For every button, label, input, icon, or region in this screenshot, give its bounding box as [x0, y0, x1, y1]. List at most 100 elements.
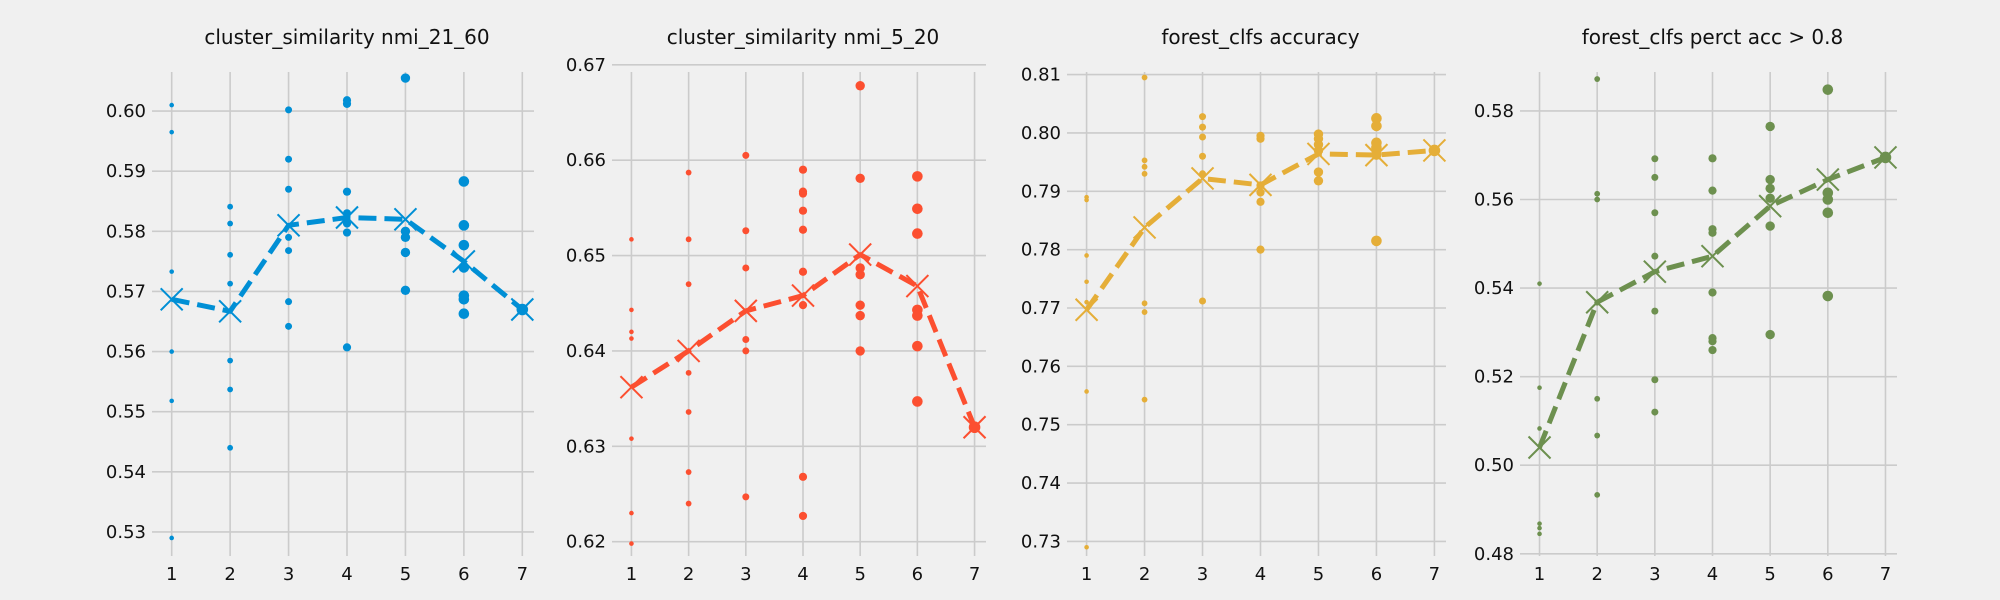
- data-point: [1084, 389, 1089, 394]
- mean-marker: [791, 283, 815, 308]
- data-point: [285, 106, 293, 114]
- data-point: [1765, 221, 1775, 231]
- data-point: [1256, 188, 1265, 197]
- data-point: [1765, 174, 1775, 185]
- data-point: [855, 173, 865, 183]
- data-point: [342, 228, 352, 237]
- x-tick-label: 2: [1591, 564, 1602, 585]
- data-point: [458, 220, 470, 231]
- y-tick-label: 0.66: [566, 150, 606, 171]
- data-point: [1084, 544, 1089, 550]
- x-tick-label: 3: [1649, 564, 1660, 585]
- mean-marker: [393, 207, 418, 232]
- mean-marker: [510, 297, 535, 322]
- data-point: [169, 535, 174, 541]
- data-point: [1765, 193, 1775, 203]
- x-tick-label: 7: [1429, 564, 1440, 585]
- data-point: [1537, 385, 1542, 391]
- x-tick-label: 6: [912, 564, 923, 585]
- data-point: [458, 239, 470, 251]
- mean-marker: [905, 274, 930, 298]
- data-point: [342, 219, 352, 228]
- y-tick-label: 0.76: [1021, 356, 1061, 377]
- data-point: [742, 151, 750, 159]
- data-point: [1537, 281, 1542, 286]
- mean-marker: [1643, 259, 1667, 284]
- mean-marker: [1585, 290, 1609, 314]
- data-point: [1708, 345, 1717, 355]
- data-point: [685, 500, 692, 507]
- x-tick-label: 6: [1371, 564, 1382, 585]
- data-point: [798, 267, 808, 276]
- data-point: [855, 81, 865, 91]
- data-point: [1371, 235, 1382, 247]
- data-point: [855, 346, 865, 356]
- mean-marker: [1873, 145, 1898, 170]
- data-point: [742, 347, 750, 355]
- data-point: [342, 99, 352, 108]
- mean-marker: [276, 213, 301, 238]
- data-point: [1141, 74, 1148, 81]
- data-point: [227, 280, 234, 287]
- data-point: [742, 264, 750, 272]
- data-point: [1708, 337, 1717, 346]
- y-tick-label: 0.48: [1474, 544, 1514, 565]
- y-tick-label: 0.74: [1021, 473, 1061, 494]
- data-point: [912, 396, 923, 407]
- data-point: [1371, 113, 1382, 124]
- data-point: [629, 307, 634, 313]
- y-tick-label: 0.52: [1474, 367, 1514, 388]
- data-point: [1651, 252, 1659, 260]
- data-point: [1822, 194, 1834, 205]
- mean-marker: [1527, 435, 1552, 460]
- data-point: [685, 369, 692, 376]
- y-tick-label: 0.75: [1021, 415, 1061, 436]
- data-point: [629, 237, 634, 242]
- x-tick-label: 5: [1313, 564, 1324, 585]
- data-point: [169, 349, 174, 354]
- data-point: [1651, 376, 1659, 384]
- y-tick-label: 0.63: [566, 436, 606, 457]
- data-point: [1594, 432, 1601, 439]
- x-tick-label: 4: [341, 564, 352, 585]
- data-point: [1765, 121, 1775, 132]
- data-point: [1084, 279, 1089, 285]
- x-tick-label: 4: [1255, 564, 1266, 585]
- x-tick-label: 6: [1822, 564, 1833, 585]
- data-point: [1084, 197, 1089, 203]
- data-point: [1594, 196, 1601, 203]
- y-tick-label: 0.50: [1474, 455, 1514, 476]
- data-point: [798, 301, 808, 310]
- data-point: [285, 155, 293, 163]
- data-point: [912, 228, 923, 239]
- x-tick-label: 1: [1081, 564, 1092, 585]
- data-point: [912, 203, 923, 215]
- data-point: [798, 165, 808, 174]
- x-tick-label: 7: [969, 564, 980, 585]
- data-point: [1141, 157, 1148, 164]
- mean-marker: [1306, 142, 1331, 166]
- data-point: [742, 227, 750, 235]
- y-tick-label: 0.62: [566, 532, 606, 553]
- x-tick-label: 7: [1880, 564, 1891, 585]
- data-point: [1313, 167, 1324, 177]
- data-point: [1594, 190, 1601, 197]
- data-point: [458, 293, 470, 305]
- y-tick-label: 0.64: [566, 341, 606, 362]
- data-point: [1199, 123, 1207, 131]
- data-point: [1594, 395, 1601, 402]
- data-point: [855, 269, 865, 280]
- y-tick-label: 0.54: [106, 462, 146, 483]
- data-point: [227, 220, 234, 227]
- data-point: [400, 232, 411, 243]
- data-point: [1141, 170, 1148, 177]
- data-point: [1084, 253, 1089, 258]
- data-point: [400, 247, 411, 258]
- data-point: [1084, 299, 1089, 305]
- x-tick-label: 2: [1139, 564, 1150, 585]
- data-point: [855, 263, 865, 273]
- data-point: [227, 203, 234, 210]
- y-tick-label: 0.57: [106, 281, 146, 302]
- data-point: [798, 206, 808, 215]
- mean-marker: [1816, 167, 1840, 192]
